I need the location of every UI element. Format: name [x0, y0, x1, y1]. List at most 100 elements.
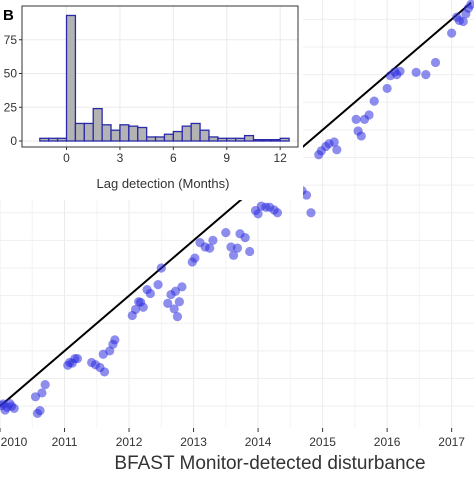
inset-panel-label-box: [0, 5, 18, 22]
scatter-point: [40, 380, 50, 390]
scatter-point: [190, 253, 200, 263]
inset-x-tick-label: 9: [223, 151, 230, 165]
histogram-bar: [92, 107, 103, 142]
scatter-point: [369, 96, 379, 106]
histogram-bar: [235, 137, 246, 142]
scatter-point: [232, 243, 243, 253]
scatter-point: [466, 0, 474, 10]
histogram-bar: [110, 129, 121, 142]
histogram-bar: [217, 137, 228, 142]
scatter-point: [221, 228, 231, 238]
inset-y-tick-labels: 0 25 50 75: [4, 33, 22, 148]
scatter-point: [37, 388, 47, 398]
scatter-point: [99, 367, 110, 377]
scatter-point: [395, 66, 405, 76]
inset-histogram-panel: B 0 25 50 75 0 3 6 9 12 Lag detection (Months): [0, 0, 303, 200]
histogram-bar: [83, 122, 94, 142]
histogram-bar: [163, 133, 175, 142]
histogram-bar: [128, 125, 139, 142]
histogram-bar: [56, 137, 68, 142]
main-x-tick-label: 2010: [1, 435, 28, 449]
histogram-bar: [279, 137, 290, 142]
scatter-point: [272, 208, 283, 218]
inset-y-tick-label: 25: [4, 100, 18, 114]
inset-y-tick-label: 50: [4, 67, 18, 81]
scatter-point: [253, 209, 263, 219]
inset-x-tick-label: 3: [117, 151, 124, 165]
scatter-point: [145, 288, 155, 299]
scatter-point: [9, 403, 19, 413]
inset-y-tick-label: 0: [10, 134, 17, 148]
main-x-tick-label: 2013: [180, 435, 207, 449]
scatter-point: [35, 406, 45, 416]
scatter-point: [245, 246, 255, 257]
main-x-tick-labels: 2010 2011 2012 2013 2014 2015 2016 2017: [0, 428, 465, 449]
scatter-point: [306, 208, 316, 218]
inset-x-axis-label: Lag detection (Months): [97, 176, 230, 191]
scatter-point: [205, 243, 215, 253]
histogram-bar: [154, 136, 166, 142]
scatter-point: [170, 286, 181, 296]
histogram-bar: [190, 122, 201, 142]
scatter-point: [110, 335, 120, 345]
histogram-bar: [181, 125, 192, 142]
scatter-point: [351, 114, 361, 124]
scatter-point: [421, 70, 431, 80]
main-x-tick-label: 2014: [245, 435, 272, 449]
inset-histogram-bars: [39, 14, 290, 142]
scatter-point: [169, 304, 179, 314]
inset-x-tick-label: 12: [274, 151, 288, 165]
histogram-bar: [137, 126, 148, 142]
histogram-bar: [243, 134, 255, 142]
scatter-point: [228, 250, 239, 260]
histogram-bar: [199, 129, 210, 142]
histogram-bar: [270, 138, 281, 142]
inset-x-tick-label: 0: [63, 151, 70, 165]
main-x-tick-label: 2017: [438, 435, 465, 449]
scatter-point: [447, 28, 457, 38]
scatter-point: [301, 190, 312, 200]
scatter-point: [156, 263, 166, 273]
scatter-point: [208, 235, 218, 245]
histogram-bar: [39, 137, 50, 142]
inset-x-tick-labels: 0 3 6 9 12: [63, 147, 287, 165]
main-x-tick-label: 2012: [116, 435, 143, 449]
histogram-bar: [252, 138, 264, 142]
histogram-bar: [261, 138, 272, 142]
scatter-point: [172, 312, 183, 322]
inset-x-tick-label: 6: [170, 151, 177, 165]
scatter-point: [356, 131, 366, 141]
main-x-tick-label: 2011: [52, 435, 78, 449]
scatter-point: [72, 354, 83, 364]
scatter-point: [177, 282, 187, 292]
scatter-point: [153, 280, 163, 290]
inset-background: [0, 0, 303, 200]
histogram-bar: [172, 130, 183, 142]
inset-panel-border: [21, 5, 299, 148]
scatter-point: [174, 297, 184, 307]
main-x-tick-label: 2015: [309, 435, 336, 449]
histogram-bar: [48, 137, 59, 142]
scatter-point: [411, 67, 421, 77]
scatter-point: [138, 302, 148, 312]
histogram-bar: [119, 124, 130, 142]
inset-panel-label: B: [3, 7, 14, 24]
scatter-point: [130, 304, 141, 315]
scatter-point: [364, 110, 374, 120]
histogram-bar: [208, 136, 219, 142]
scatter-point: [382, 83, 392, 94]
main-x-tick-label: 2016: [374, 435, 401, 449]
scatter-point: [240, 233, 250, 243]
inset-y-tick-label: 75: [4, 33, 18, 47]
scatter-point: [329, 137, 339, 147]
scatter-point: [332, 145, 342, 155]
scatter-point: [430, 57, 441, 68]
main-x-axis-label: BFAST Monitor-detected disturbance: [114, 453, 425, 474]
histogram-bar: [65, 14, 77, 142]
histogram-bar: [226, 137, 237, 142]
histogram-bar: [101, 124, 112, 142]
scatter-point: [458, 16, 468, 27]
scatter-point: [163, 298, 173, 308]
